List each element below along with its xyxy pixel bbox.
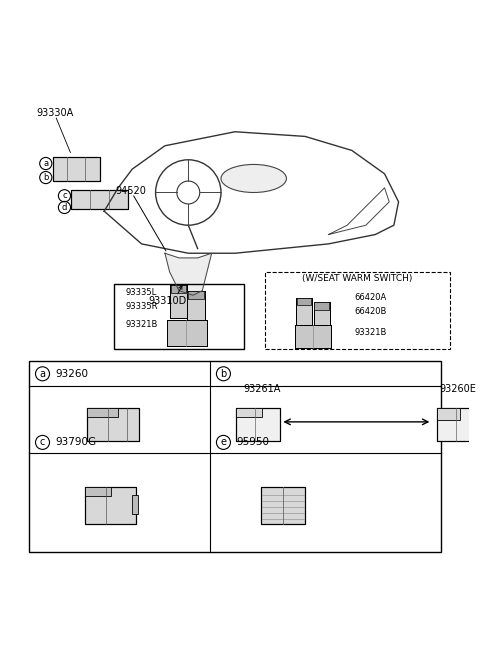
FancyBboxPatch shape [261,487,305,523]
Text: 93335L: 93335L [125,289,156,297]
FancyBboxPatch shape [85,487,110,497]
Text: 93790G: 93790G [55,438,96,447]
Text: 95950: 95950 [236,438,269,447]
FancyBboxPatch shape [236,408,280,441]
Text: 93321B: 93321B [354,328,386,337]
FancyBboxPatch shape [53,157,99,181]
Text: 93335R: 93335R [125,302,158,312]
FancyBboxPatch shape [72,190,128,209]
FancyBboxPatch shape [167,320,207,346]
Text: 93261A: 93261A [243,384,280,394]
FancyBboxPatch shape [297,298,311,305]
FancyBboxPatch shape [437,408,460,420]
Text: c: c [62,192,67,200]
Text: 93260: 93260 [55,369,88,379]
Polygon shape [165,253,212,295]
Text: 93330A: 93330A [36,108,74,118]
FancyBboxPatch shape [188,291,204,299]
Text: 93321B: 93321B [125,319,157,329]
Text: (W/SEAT WARM SWITCH): (W/SEAT WARM SWITCH) [302,274,413,283]
FancyBboxPatch shape [313,302,330,333]
FancyBboxPatch shape [170,285,186,293]
FancyBboxPatch shape [87,408,118,417]
FancyBboxPatch shape [169,285,187,318]
Text: d: d [62,203,67,212]
Ellipse shape [221,165,287,192]
FancyBboxPatch shape [314,302,329,310]
FancyBboxPatch shape [236,408,262,417]
Text: 93310D: 93310D [148,296,186,306]
Text: a: a [43,159,48,168]
FancyBboxPatch shape [187,291,205,323]
Text: a: a [39,369,46,379]
FancyBboxPatch shape [296,298,312,328]
Text: c: c [40,438,45,447]
Text: b: b [220,369,227,379]
FancyBboxPatch shape [295,325,331,348]
Text: 93260E: 93260E [440,384,477,394]
Text: 66420A: 66420A [354,293,386,302]
FancyBboxPatch shape [437,408,477,441]
Text: e: e [220,438,227,447]
FancyBboxPatch shape [87,408,139,441]
FancyBboxPatch shape [132,495,138,514]
Text: b: b [43,173,48,182]
Text: 94520: 94520 [116,186,147,196]
Text: 66420B: 66420B [354,307,386,316]
FancyBboxPatch shape [85,487,136,523]
